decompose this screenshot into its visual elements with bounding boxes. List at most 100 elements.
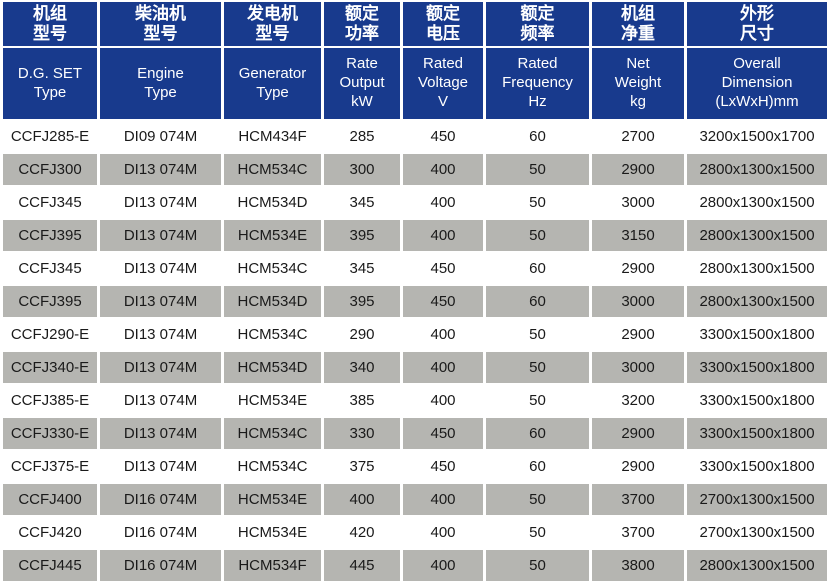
- column-header-zh-overall-dimension: 外形 尺寸: [687, 2, 827, 46]
- cell-rated-frequency: 50: [486, 352, 589, 383]
- cell-dgset-type: CCFJ375-E: [3, 451, 97, 482]
- cell-rate-output: 345: [324, 253, 400, 284]
- cell-generator-type: HCM534E: [224, 220, 321, 251]
- cell-net-weight: 2700: [592, 121, 684, 152]
- cell-rate-output: 395: [324, 286, 400, 317]
- cell-net-weight: 3700: [592, 517, 684, 548]
- cell-dgset-type: CCFJ300: [3, 154, 97, 185]
- table-row: CCFJ385-E DI13 074M HCM534E 385 400 50 3…: [3, 385, 827, 416]
- cell-rated-frequency: 50: [486, 154, 589, 185]
- cell-net-weight: 2900: [592, 253, 684, 284]
- table-row: CCFJ375-E DI13 074M HCM534C 375 450 60 2…: [3, 451, 827, 482]
- cell-overall-dimension: 2800x1300x1500: [687, 253, 827, 284]
- cell-rate-output: 290: [324, 319, 400, 350]
- column-header-zh-net-weight: 机组 净重: [592, 2, 684, 46]
- cell-net-weight: 3700: [592, 484, 684, 515]
- cell-rate-output: 345: [324, 187, 400, 218]
- cell-net-weight: 3000: [592, 352, 684, 383]
- column-header-zh-engine-type: 柴油机 型号: [100, 2, 221, 46]
- cell-generator-type: HCM534C: [224, 418, 321, 449]
- cell-net-weight: 2900: [592, 418, 684, 449]
- cell-rated-frequency: 60: [486, 286, 589, 317]
- cell-generator-type: HCM434F: [224, 121, 321, 152]
- table-row: CCFJ395 DI13 074M HCM534E 395 400 50 315…: [3, 220, 827, 251]
- cell-engine-type: DI16 074M: [100, 550, 221, 581]
- cell-dgset-type: CCFJ345: [3, 253, 97, 284]
- cell-engine-type: DI16 074M: [100, 517, 221, 548]
- cell-overall-dimension: 3200x1500x1700: [687, 121, 827, 152]
- table-row: CCFJ290-E DI13 074M HCM534C 290 400 50 2…: [3, 319, 827, 350]
- cell-engine-type: DI13 074M: [100, 220, 221, 251]
- cell-engine-type: DI13 074M: [100, 451, 221, 482]
- table-row: CCFJ340-E DI13 074M HCM534D 340 400 50 3…: [3, 352, 827, 383]
- cell-rated-voltage: 400: [403, 517, 483, 548]
- cell-dgset-type: CCFJ400: [3, 484, 97, 515]
- cell-rated-frequency: 50: [486, 484, 589, 515]
- cell-rated-voltage: 400: [403, 154, 483, 185]
- cell-rated-voltage: 450: [403, 451, 483, 482]
- cell-rated-voltage: 400: [403, 484, 483, 515]
- cell-overall-dimension: 2800x1300x1500: [687, 286, 827, 317]
- cell-rated-voltage: 400: [403, 187, 483, 218]
- cell-rate-output: 445: [324, 550, 400, 581]
- table-body: CCFJ285-E DI09 074M HCM434F 285 450 60 2…: [3, 121, 827, 581]
- cell-rated-voltage: 400: [403, 550, 483, 581]
- column-header-zh-dgset-type: 机组 型号: [3, 2, 97, 46]
- table-row: CCFJ395 DI13 074M HCM534D 395 450 60 300…: [3, 286, 827, 317]
- cell-overall-dimension: 3300x1500x1800: [687, 319, 827, 350]
- cell-engine-type: DI13 074M: [100, 319, 221, 350]
- cell-engine-type: DI13 074M: [100, 352, 221, 383]
- table-row: CCFJ445 DI16 074M HCM534F 445 400 50 380…: [3, 550, 827, 581]
- cell-overall-dimension: 2700x1300x1500: [687, 517, 827, 548]
- column-header-en-rated-voltage: Rated Voltage V: [403, 48, 483, 119]
- cell-generator-type: HCM534E: [224, 484, 321, 515]
- cell-rated-voltage: 400: [403, 319, 483, 350]
- cell-overall-dimension: 2800x1300x1500: [687, 154, 827, 185]
- cell-rated-frequency: 50: [486, 319, 589, 350]
- cell-net-weight: 3000: [592, 286, 684, 317]
- column-header-zh-rate-output: 额定 功率: [324, 2, 400, 46]
- cell-rated-voltage: 400: [403, 352, 483, 383]
- cell-dgset-type: CCFJ290-E: [3, 319, 97, 350]
- cell-engine-type: DI13 074M: [100, 418, 221, 449]
- cell-dgset-type: CCFJ285-E: [3, 121, 97, 152]
- table-row: CCFJ345 DI13 074M HCM534D 345 400 50 300…: [3, 187, 827, 218]
- cell-dgset-type: CCFJ340-E: [3, 352, 97, 383]
- cell-rate-output: 285: [324, 121, 400, 152]
- cell-rated-frequency: 60: [486, 121, 589, 152]
- cell-dgset-type: CCFJ330-E: [3, 418, 97, 449]
- cell-engine-type: DI09 074M: [100, 121, 221, 152]
- table-row: CCFJ300 DI13 074M HCM534C 300 400 50 290…: [3, 154, 827, 185]
- column-header-en-dgset-type: D.G. SET Type: [3, 48, 97, 119]
- cell-net-weight: 3000: [592, 187, 684, 218]
- cell-overall-dimension: 3300x1500x1800: [687, 418, 827, 449]
- cell-engine-type: DI13 074M: [100, 286, 221, 317]
- header-row-chinese: 机组 型号 柴油机 型号 发电机 型号 额定 功率 额定 电压 额定 频率 机组…: [3, 2, 827, 46]
- cell-rated-frequency: 50: [486, 187, 589, 218]
- cell-engine-type: DI16 074M: [100, 484, 221, 515]
- cell-overall-dimension: 2800x1300x1500: [687, 187, 827, 218]
- table-row: CCFJ400 DI16 074M HCM534E 400 400 50 370…: [3, 484, 827, 515]
- cell-generator-type: HCM534E: [224, 517, 321, 548]
- table-row: CCFJ345 DI13 074M HCM534C 345 450 60 290…: [3, 253, 827, 284]
- cell-net-weight: 2900: [592, 154, 684, 185]
- cell-dgset-type: CCFJ445: [3, 550, 97, 581]
- column-header-zh-rated-voltage: 额定 电压: [403, 2, 483, 46]
- column-header-en-engine-type: Engine Type: [100, 48, 221, 119]
- column-header-zh-generator-type: 发电机 型号: [224, 2, 321, 46]
- table-row: CCFJ285-E DI09 074M HCM434F 285 450 60 2…: [3, 121, 827, 152]
- column-header-zh-rated-frequency: 额定 频率: [486, 2, 589, 46]
- cell-rated-voltage: 400: [403, 385, 483, 416]
- cell-generator-type: HCM534C: [224, 319, 321, 350]
- column-header-en-net-weight: Net Weight kg: [592, 48, 684, 119]
- cell-generator-type: HCM534D: [224, 187, 321, 218]
- cell-generator-type: HCM534F: [224, 550, 321, 581]
- cell-generator-type: HCM534D: [224, 352, 321, 383]
- cell-rated-frequency: 50: [486, 517, 589, 548]
- cell-rated-frequency: 50: [486, 220, 589, 251]
- cell-rate-output: 330: [324, 418, 400, 449]
- cell-rate-output: 300: [324, 154, 400, 185]
- cell-rate-output: 375: [324, 451, 400, 482]
